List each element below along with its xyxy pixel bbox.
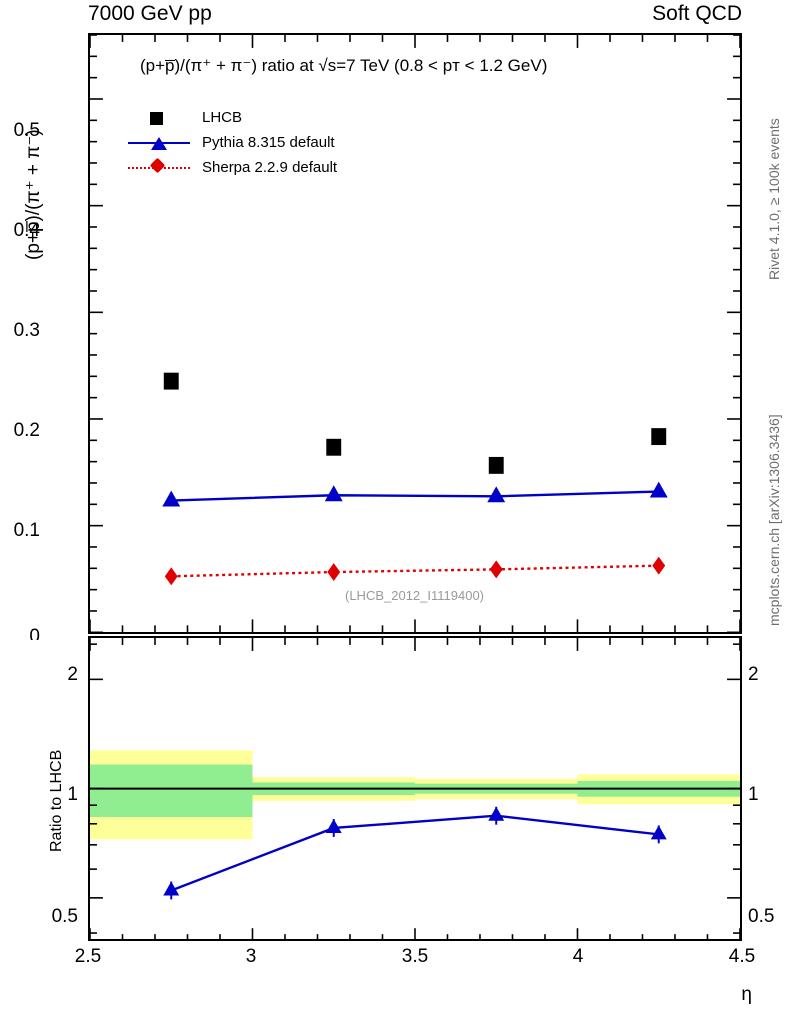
x-tick-4.5: 4.5 — [728, 946, 756, 967]
y-tick-0: 0 — [29, 626, 40, 640]
ratio-y-tick-left-2: 2 — [67, 664, 78, 685]
x-tick-3.5: 3.5 — [401, 946, 429, 967]
ratio-y-tick-left-0.5: 0.5 — [51, 906, 78, 927]
x-axis-label: η — [741, 984, 752, 1005]
header-collision-energy: 7000 GeV pp — [88, 2, 212, 25]
y-tick-0.4: 0.4 — [13, 220, 40, 241]
square-marker-icon — [128, 108, 190, 128]
y-tick-0.5: 0.5 — [13, 120, 40, 141]
x-tick-2.5: 2.5 — [74, 946, 102, 967]
diamond-marker-icon — [128, 157, 190, 178]
main-plot-canvas — [90, 35, 740, 633]
legend-item-lhcb[interactable]: LHCB — [128, 105, 337, 130]
y-tick-0.2: 0.2 — [13, 420, 40, 441]
x-tick-3: 3 — [245, 946, 257, 967]
ratio-y-tick-left-1: 1 — [67, 784, 78, 805]
analysis-id-watermark: (LHCB_2012_I1119400) — [345, 588, 485, 603]
legend-item-sherpa[interactable]: Sherpa 2.2.9 default — [128, 155, 337, 180]
ratio-y-tick-right-2: 2 — [748, 664, 759, 685]
legend-label-lhcb: LHCB — [202, 109, 243, 126]
legend-label-sherpa: Sherpa 2.2.9 default — [202, 159, 338, 176]
ratio-plot-panel — [88, 636, 742, 942]
mcplots-reference-note: mcplots.cern.ch [arXiv:1306.3436] — [748, 340, 782, 630]
legend-label-pythia: Pythia 8.315 default — [202, 134, 335, 151]
header-analysis-category: Soft QCD — [652, 2, 742, 25]
rivet-version-note: Rivet 4.1.0, ≥ 100k events — [748, 34, 782, 284]
y-tick-0.1: 0.1 — [13, 520, 40, 541]
legend-item-pythia[interactable]: Pythia 8.315 default — [128, 130, 337, 155]
ratio-y-tick-right-0.5: 0.5 — [748, 906, 775, 927]
ratio-y-tick-right-1: 1 — [748, 784, 759, 805]
legend: LHCB Pythia 8.315 default Sherpa 2.2.9 d… — [128, 105, 337, 180]
y-tick-0.3: 0.3 — [13, 320, 40, 341]
rivet-version-text: Rivet 4.1.0, ≥ 100k events — [766, 118, 782, 280]
x-tick-4: 4 — [572, 946, 584, 967]
triangle-marker-icon — [128, 133, 190, 153]
plot-title: (p+p̅)/(π⁺ + π⁻) ratio at √s=7 TeV (0.8 … — [140, 56, 548, 75]
main-plot-panel — [88, 33, 742, 634]
ratio-plot-canvas — [90, 638, 740, 942]
ratio-y-axis-label: Ratio to LHCB — [28, 700, 65, 860]
mcplots-reference-text: mcplots.cern.ch [arXiv:1306.3436] — [766, 414, 782, 626]
